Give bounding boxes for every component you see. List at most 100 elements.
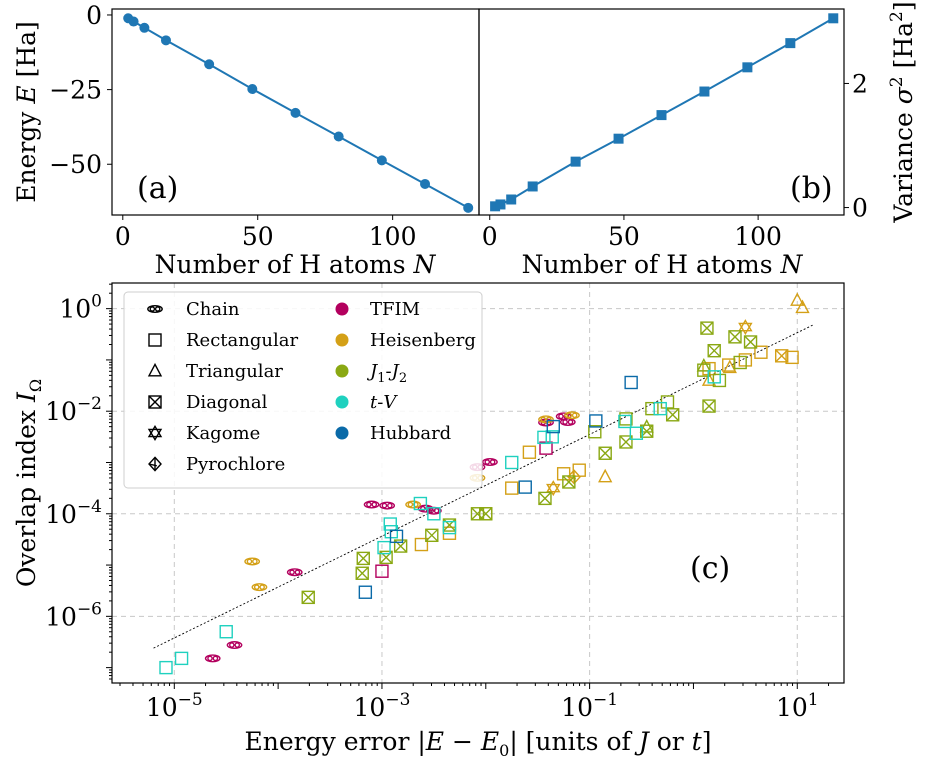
panel-a-label: (a) bbox=[137, 171, 178, 206]
c-xtick-label: 10−1 bbox=[561, 690, 618, 722]
c-point-tfim-chain bbox=[363, 500, 380, 509]
panel-a-ylabel: Energy E [Ha] bbox=[12, 21, 41, 203]
a-point bbox=[463, 202, 474, 213]
c-ytick-label: 10−6 bbox=[45, 599, 102, 631]
c-point-heisenberg-rectangular bbox=[572, 463, 586, 477]
panel-c-ticks: 10−5 10−3 10−1 101 100 10−2 10−4 10−6 bbox=[45, 283, 830, 722]
c-point-t-v-rectangular bbox=[174, 651, 189, 666]
c-point-j1-j2-diagonal bbox=[355, 566, 369, 580]
c-point-heisenberg-rectangular bbox=[754, 345, 768, 359]
panel-a-ticks: 0 50 100 0 −25 −50 bbox=[49, 1, 416, 251]
b-point bbox=[570, 156, 581, 167]
panel-c-data bbox=[159, 292, 810, 675]
c-point-j1-j2-rectangular bbox=[712, 373, 727, 388]
legend-dot-j1-j2 bbox=[335, 364, 349, 378]
c-point-t-v-rectangular bbox=[219, 625, 233, 639]
legend-glyph-rectangular bbox=[148, 333, 162, 347]
c-point-heisenberg-chain bbox=[244, 557, 261, 566]
legend-dot-heisenberg bbox=[335, 333, 349, 347]
legend-kagome: Kagome bbox=[186, 423, 260, 444]
b-xtick-label: 100 bbox=[734, 222, 782, 251]
panel-c-label: (c) bbox=[690, 551, 730, 586]
b-point bbox=[613, 133, 624, 144]
b-point bbox=[495, 199, 506, 210]
a-xtick-label: 0 bbox=[115, 222, 131, 251]
c-point-j1-j2-diagonal bbox=[700, 321, 714, 335]
c-point-j1-j2-diagonal bbox=[479, 507, 493, 521]
a-ytick-label: −50 bbox=[49, 150, 102, 179]
c-point-j1-j2-diagonal bbox=[562, 475, 576, 489]
c-point-t-v-rectangular bbox=[707, 370, 721, 384]
c-point-heisenberg-rectangular bbox=[556, 467, 571, 481]
legend-box bbox=[123, 291, 483, 489]
a-point bbox=[204, 59, 215, 70]
legend-triangular: Triangular bbox=[186, 361, 283, 382]
c-point-heisenberg-chain bbox=[251, 583, 268, 592]
panel-c-xlabel: Energy error |E − E0| [units of J or t] bbox=[245, 727, 712, 760]
c-point-t-v-rectangular bbox=[537, 430, 551, 445]
legend-dot-t-v bbox=[335, 395, 349, 409]
c-point-t-v-rectangular bbox=[505, 455, 519, 470]
c-point-heisenberg-kagome bbox=[546, 480, 561, 497]
legend: Chain Rectangular Triangular Diagonal Ka… bbox=[123, 291, 483, 489]
c-point-heisenberg-rectangular bbox=[414, 537, 429, 552]
c-point-t-v-rectangular bbox=[618, 414, 632, 429]
c-point-heisenberg-triangular bbox=[722, 359, 737, 374]
panel-c-overlap-plot: 10−5 10−3 10−1 101 100 10−2 10−4 10−6 (c) Energ… bbox=[12, 282, 845, 760]
c-point-j1-j2-triangular bbox=[696, 357, 711, 372]
c-point-hubbard-rectangular bbox=[358, 585, 373, 599]
c-point-t-v-rectangular bbox=[384, 525, 399, 539]
c-point-hubbard-rectangular bbox=[624, 375, 638, 390]
panel-b-variance-plot: 0 50 100 0 2 (b) Number of H atoms N Varianc… bbox=[478, 1, 918, 279]
legend-pyrochlore: Pyrochlore bbox=[186, 454, 285, 475]
c-point-tfim-chain bbox=[286, 568, 303, 577]
a-xtick-label: 50 bbox=[242, 222, 274, 251]
b-point bbox=[506, 194, 517, 205]
c-point-t-v-rectangular bbox=[377, 540, 391, 555]
a-point bbox=[376, 155, 387, 166]
legend-dot-hubbard bbox=[335, 426, 349, 440]
c-point-j1-j2-rectangular bbox=[619, 412, 633, 426]
c-point-j1-j2-triangular bbox=[639, 418, 654, 433]
c-point-j1-j2-diagonal bbox=[743, 335, 758, 349]
panel-a-data bbox=[123, 13, 474, 213]
a-xtick-label: 100 bbox=[369, 222, 417, 251]
a-point bbox=[420, 178, 431, 189]
panel-b-ticks: 0 50 100 0 2 bbox=[482, 69, 868, 251]
c-point-t-v-rectangular bbox=[383, 517, 397, 531]
c-ytick-label: 100 bbox=[59, 292, 102, 324]
legend-glyph-triangular bbox=[147, 362, 163, 377]
a-point bbox=[247, 84, 258, 95]
c-point-j1-j2-rectangular bbox=[588, 425, 602, 439]
c-point-heisenberg-kagome bbox=[738, 319, 753, 336]
c-point-heisenberg-chain bbox=[564, 411, 580, 420]
b-point bbox=[742, 62, 753, 73]
panel-b-xlabel: Number of H atoms N bbox=[522, 250, 804, 279]
c-point-t-v-rectangular bbox=[545, 430, 559, 444]
b-ytick-label: 0 bbox=[852, 194, 868, 223]
legend-diagonal: Diagonal bbox=[186, 392, 268, 413]
c-point-tfim-chain bbox=[482, 457, 498, 466]
c-point-j1-j2-diagonal bbox=[356, 551, 370, 566]
c-point-hubbard-rectangular bbox=[546, 419, 560, 434]
c-xtick-label: 101 bbox=[776, 690, 819, 722]
c-point-heisenberg-rectangular bbox=[785, 350, 799, 365]
legend-items bbox=[147, 302, 349, 472]
c-point-tfim-chain bbox=[379, 501, 396, 510]
c-point-j1-j2-diagonal bbox=[707, 343, 721, 358]
c-point-heisenberg-rectangular bbox=[738, 353, 753, 367]
b-xtick-label: 50 bbox=[608, 222, 640, 251]
panel-a-xlabel: Number of H atoms N bbox=[155, 250, 437, 279]
c-point-heisenberg-rectangular bbox=[505, 481, 519, 495]
c-point-t-v-rectangular bbox=[159, 660, 173, 675]
c-point-j1-j2-diagonal bbox=[702, 399, 716, 413]
panel-b-ylabel: Variance σ2 [Ha2] bbox=[887, 1, 918, 223]
b-point bbox=[490, 201, 501, 212]
a-point bbox=[290, 107, 301, 118]
b-point bbox=[699, 86, 710, 97]
legend-chain: Chain bbox=[186, 299, 240, 320]
c-point-heisenberg-chain bbox=[538, 415, 554, 424]
c-point-t-v-rectangular bbox=[427, 507, 441, 521]
legend-glyph-chain bbox=[147, 305, 163, 314]
